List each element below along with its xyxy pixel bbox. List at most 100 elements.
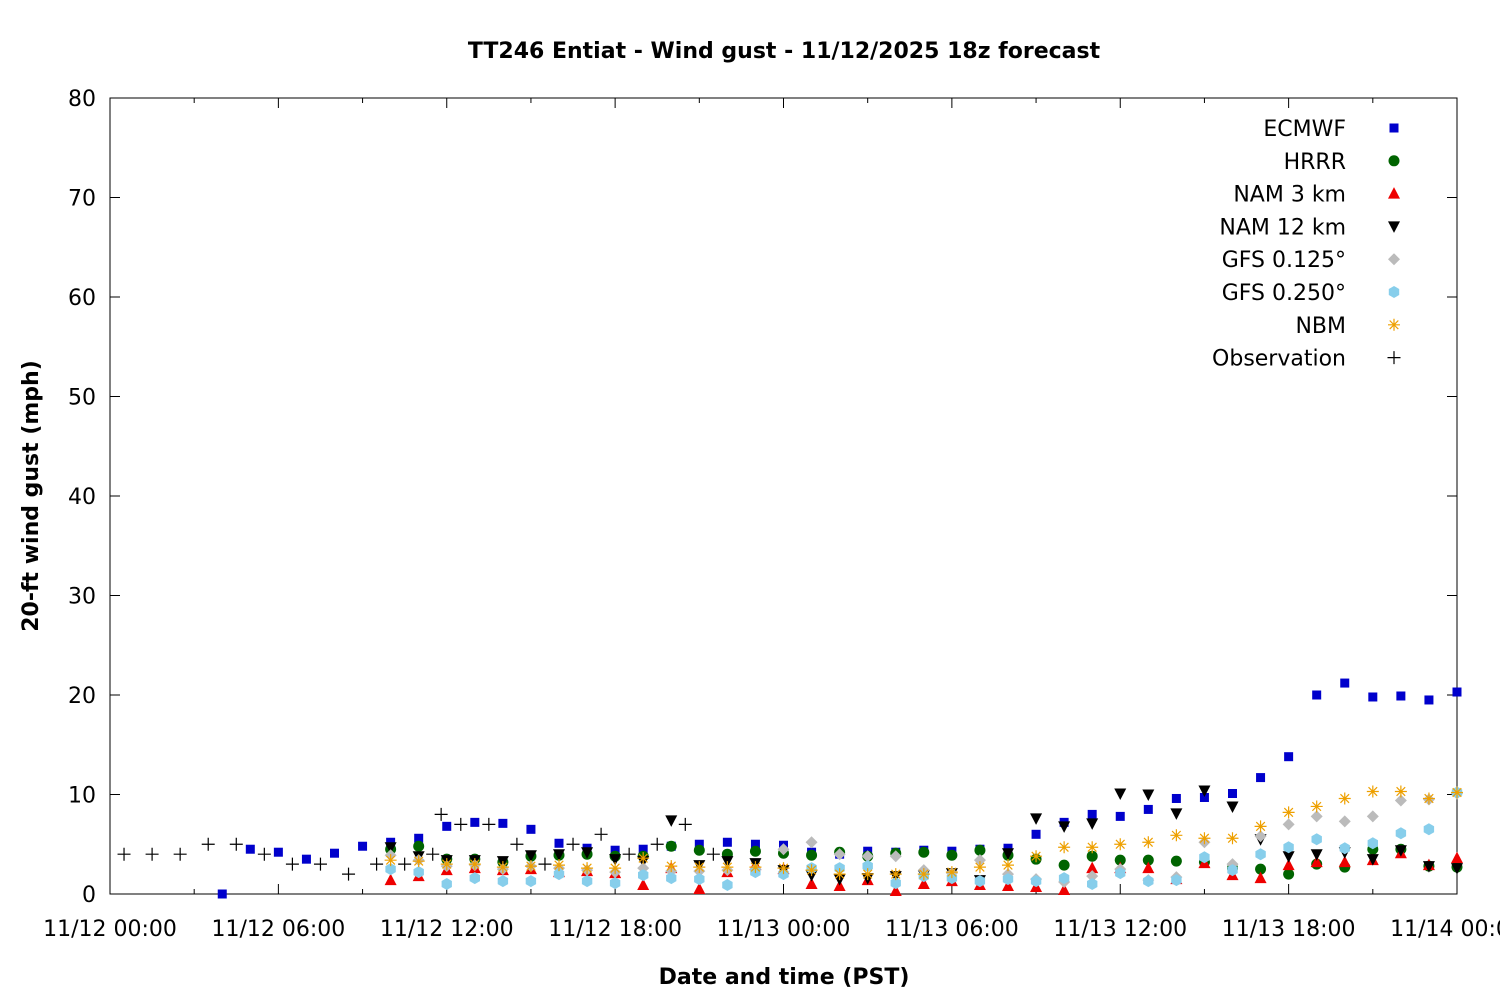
data-point (553, 859, 565, 872)
data-point (1058, 841, 1071, 854)
data-point (525, 875, 537, 888)
data-point (1340, 678, 1350, 688)
data-point (1339, 842, 1350, 855)
data-point (1170, 808, 1183, 820)
data-point (1198, 832, 1211, 845)
data-point (1366, 854, 1379, 866)
data-point (1058, 859, 1070, 871)
data-point (637, 852, 650, 865)
data-point (1002, 879, 1014, 892)
chart-title: TT246 Entiat - Wind gust - 11/12/2025 18… (468, 39, 1101, 64)
data-point (1086, 850, 1098, 862)
data-point (330, 848, 339, 858)
data-point (693, 882, 706, 895)
data-point (1310, 849, 1323, 861)
data-point (862, 860, 873, 873)
data-point (1114, 788, 1127, 801)
data-point (1284, 752, 1294, 762)
data-point (694, 839, 704, 849)
data-point (749, 845, 761, 857)
data-point (706, 847, 720, 861)
data-point (721, 861, 734, 874)
data-point (1312, 690, 1322, 700)
data-point (1171, 874, 1182, 887)
data-point (1254, 830, 1267, 843)
x-tick-label: 11/12 00:00 (43, 917, 177, 942)
data-point (637, 878, 650, 891)
legend-label: NAM 3 km (1233, 183, 1346, 208)
data-point (889, 868, 902, 881)
data-point (861, 868, 874, 881)
data-point (173, 847, 187, 861)
legend-label: NAM 12 km (1219, 215, 1346, 240)
data-point (1396, 691, 1406, 701)
x-tick-label: 11/12 18:00 (548, 917, 682, 942)
data-point (609, 862, 622, 875)
data-point (1226, 801, 1239, 813)
data-point (1058, 821, 1071, 833)
data-point (833, 868, 846, 881)
data-point (1282, 806, 1295, 819)
data-point (581, 847, 594, 859)
data-point (454, 817, 468, 831)
x-tick-label: 11/12 06:00 (211, 917, 345, 942)
data-point (566, 837, 580, 851)
data-point (413, 866, 424, 879)
data-point (650, 837, 664, 851)
data-point (1227, 864, 1238, 877)
data-point (426, 847, 440, 861)
data-point (638, 869, 649, 882)
data-point (749, 861, 762, 874)
data-point (917, 877, 930, 890)
data-point (678, 817, 692, 831)
legend-marker (1388, 253, 1400, 266)
data-point (510, 837, 524, 851)
y-tick-label: 0 (82, 883, 96, 908)
y-tick-label: 50 (68, 386, 96, 411)
data-point (358, 841, 368, 851)
data-point (1030, 813, 1043, 825)
y-tick-label: 20 (68, 684, 96, 709)
data-point (945, 866, 958, 879)
data-point (722, 837, 732, 847)
data-point (1228, 789, 1237, 799)
data-point (440, 858, 453, 871)
data-point (1002, 848, 1014, 860)
data-point (1199, 851, 1210, 864)
data-point (1226, 832, 1239, 845)
data-point (805, 836, 818, 849)
data-point (1366, 785, 1379, 798)
data-point (693, 844, 705, 856)
data-point (1367, 837, 1378, 850)
data-point (750, 839, 760, 849)
legend-marker (1387, 351, 1401, 365)
data-point (1423, 823, 1435, 836)
data-point (1395, 827, 1407, 840)
data-point (257, 847, 271, 861)
data-point (526, 824, 536, 834)
data-point (1030, 875, 1042, 888)
data-point (1087, 809, 1097, 819)
data-point (1255, 863, 1267, 875)
data-point (1283, 841, 1294, 854)
data-point (973, 854, 986, 867)
data-point (665, 815, 678, 827)
data-point (638, 844, 648, 854)
data-points (117, 678, 1463, 899)
data-point (1310, 855, 1323, 868)
data-point (1086, 861, 1099, 874)
data-point (553, 868, 565, 881)
y-axis-label: 20-ft wind gust (mph) (19, 360, 44, 632)
data-point (1030, 850, 1043, 863)
data-point (1451, 786, 1463, 799)
data-point (245, 844, 255, 854)
data-point (1170, 829, 1183, 842)
legend-label: GFS 0.125° (1222, 248, 1346, 273)
data-point (384, 842, 397, 854)
data-point (1142, 854, 1154, 866)
data-point (442, 821, 452, 831)
y-tick-label: 60 (68, 286, 96, 311)
data-point (1394, 794, 1407, 807)
legend-marker (1388, 155, 1400, 167)
